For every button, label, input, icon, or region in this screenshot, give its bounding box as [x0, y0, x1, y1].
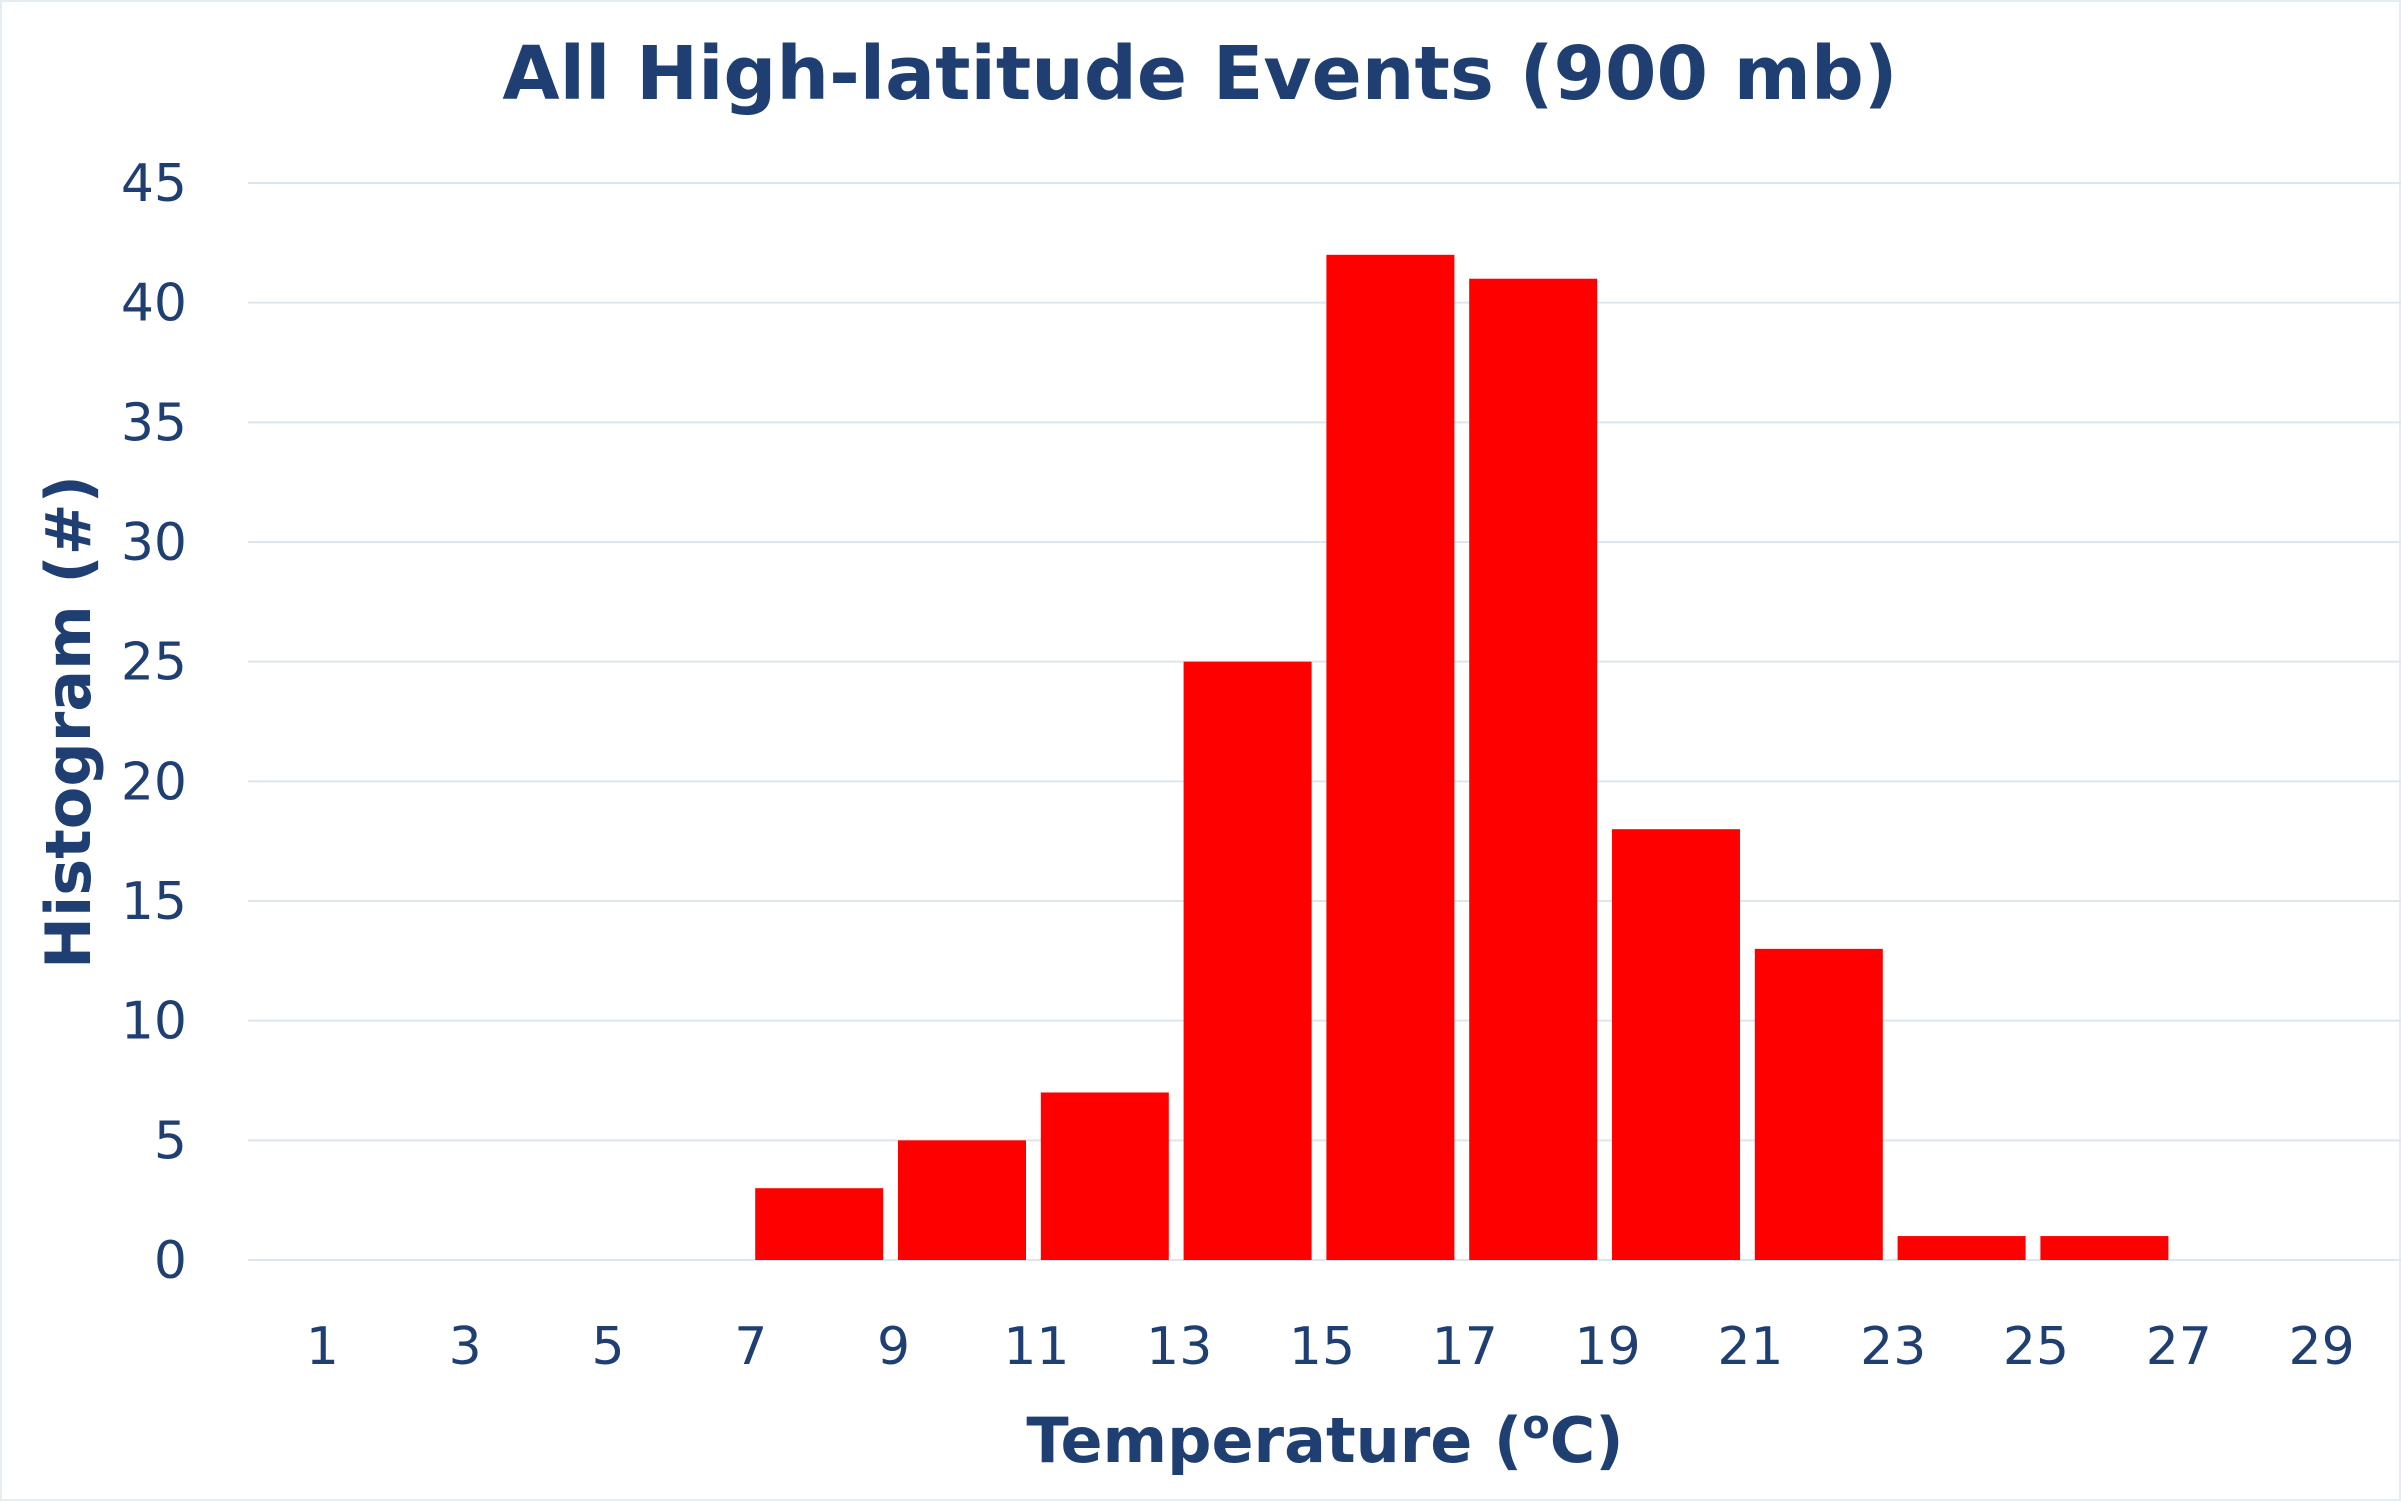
x-tick-label: 3	[449, 1317, 482, 1377]
chart-title: All High-latitude Events (900 mb)	[502, 31, 1897, 117]
x-tick-label: 9	[877, 1317, 910, 1377]
bar-25	[2040, 1236, 2169, 1260]
x-tick-label: 23	[1860, 1317, 1926, 1377]
bar-17	[1469, 278, 1598, 1260]
gridlines	[248, 182, 2401, 1261]
y-tick-label: 25	[121, 633, 187, 693]
x-tick-label: 19	[1575, 1317, 1641, 1377]
x-tick-label: 7	[734, 1317, 767, 1377]
y-tick-label: 10	[121, 992, 187, 1052]
bar-11	[1040, 1092, 1169, 1260]
bar-13	[1183, 661, 1312, 1260]
y-tick-label: 40	[121, 274, 187, 334]
x-tick-label: 13	[1146, 1317, 1212, 1377]
x-tick-label: 29	[2289, 1317, 2355, 1377]
y-tick-label: 30	[121, 513, 187, 573]
bar-15	[1326, 254, 1455, 1261]
bars	[755, 254, 2169, 1261]
x-tick-labels: 1 3 5 7 9 11 13 15 17 19 21 23 25 27 29	[306, 1317, 2355, 1377]
bar-23	[1897, 1236, 2026, 1260]
x-tick-label: 25	[2003, 1317, 2069, 1377]
y-tick-label: 35	[121, 393, 187, 453]
x-tick-label: 27	[2146, 1317, 2212, 1377]
y-axis-title: Histogram (#)	[32, 475, 105, 969]
x-tick-label: 11	[1003, 1317, 1069, 1377]
y-tick-label: 0	[154, 1231, 187, 1291]
x-tick-label: 1	[306, 1317, 339, 1377]
x-tick-label: 5	[591, 1317, 624, 1377]
x-tick-label: 21	[1717, 1317, 1783, 1377]
bar-7	[755, 1188, 884, 1260]
x-tick-label: 17	[1432, 1317, 1498, 1377]
bar-19	[1612, 829, 1740, 1260]
bar-9	[898, 1140, 1026, 1260]
y-tick-label: 5	[154, 1111, 187, 1171]
y-tick-labels: 0 5 10 15 20 25 30 35 40 45	[121, 154, 187, 1291]
bar-21	[1754, 948, 1883, 1260]
y-tick-label: 15	[121, 872, 187, 932]
x-axis-title: Temperature (oC)	[1026, 1402, 1623, 1477]
y-tick-label: 45	[121, 154, 187, 214]
y-tick-label: 20	[121, 752, 187, 812]
x-tick-label: 15	[1289, 1317, 1355, 1377]
